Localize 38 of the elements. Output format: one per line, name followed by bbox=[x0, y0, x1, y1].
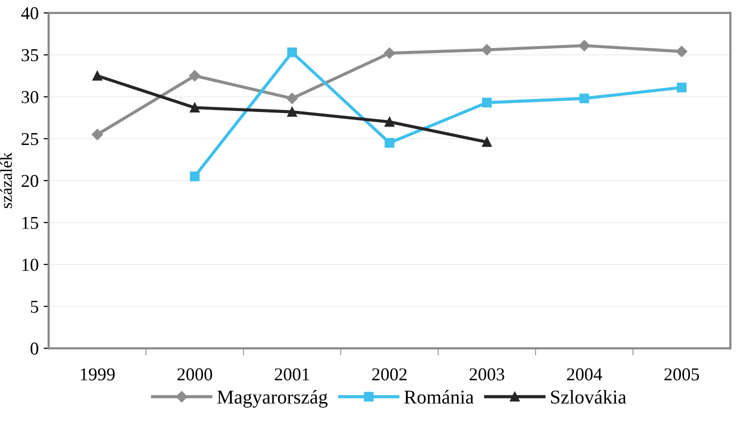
point bbox=[384, 117, 394, 127]
y-tick-label: 5 bbox=[30, 300, 38, 313]
point bbox=[482, 137, 492, 147]
point bbox=[384, 48, 396, 59]
x-tick-label: 2000 bbox=[177, 368, 212, 380]
x-tick-label: 2004 bbox=[567, 368, 602, 380]
y-tick-label: 10 bbox=[22, 258, 38, 271]
point bbox=[676, 46, 688, 58]
y-tick-label: 0 bbox=[30, 342, 38, 355]
point bbox=[287, 47, 297, 58]
point bbox=[287, 106, 297, 117]
point bbox=[92, 128, 103, 140]
point bbox=[578, 40, 590, 52]
y-tick-label: 40 bbox=[21, 7, 38, 20]
x-tick-label: 1999 bbox=[80, 368, 115, 380]
legend-label: Szlovákia bbox=[551, 390, 626, 404]
point bbox=[92, 70, 102, 81]
x-tick-label: 2002 bbox=[372, 368, 407, 380]
y-tick-label: 25 bbox=[22, 132, 38, 146]
y-axis-title: százalék bbox=[0, 152, 12, 208]
x-tick-label: 2001 bbox=[274, 368, 310, 380]
point bbox=[481, 44, 492, 56]
point bbox=[190, 172, 200, 182]
y-tick-label: 35 bbox=[22, 49, 38, 62]
point bbox=[286, 92, 298, 104]
y-tick-label: 15 bbox=[22, 216, 38, 229]
y-tick-label: 30 bbox=[22, 91, 38, 104]
legend-label: Románia bbox=[404, 390, 474, 404]
point bbox=[190, 102, 200, 113]
x-tick-label: 2005 bbox=[664, 368, 700, 380]
point bbox=[384, 138, 394, 148]
legend-label: Magyarország bbox=[217, 390, 328, 408]
point bbox=[189, 70, 200, 82]
point bbox=[676, 82, 687, 92]
x-tick-label: 2003 bbox=[470, 368, 504, 380]
y-tick-label: 20 bbox=[22, 174, 38, 188]
point bbox=[482, 98, 492, 108]
point bbox=[579, 94, 590, 104]
